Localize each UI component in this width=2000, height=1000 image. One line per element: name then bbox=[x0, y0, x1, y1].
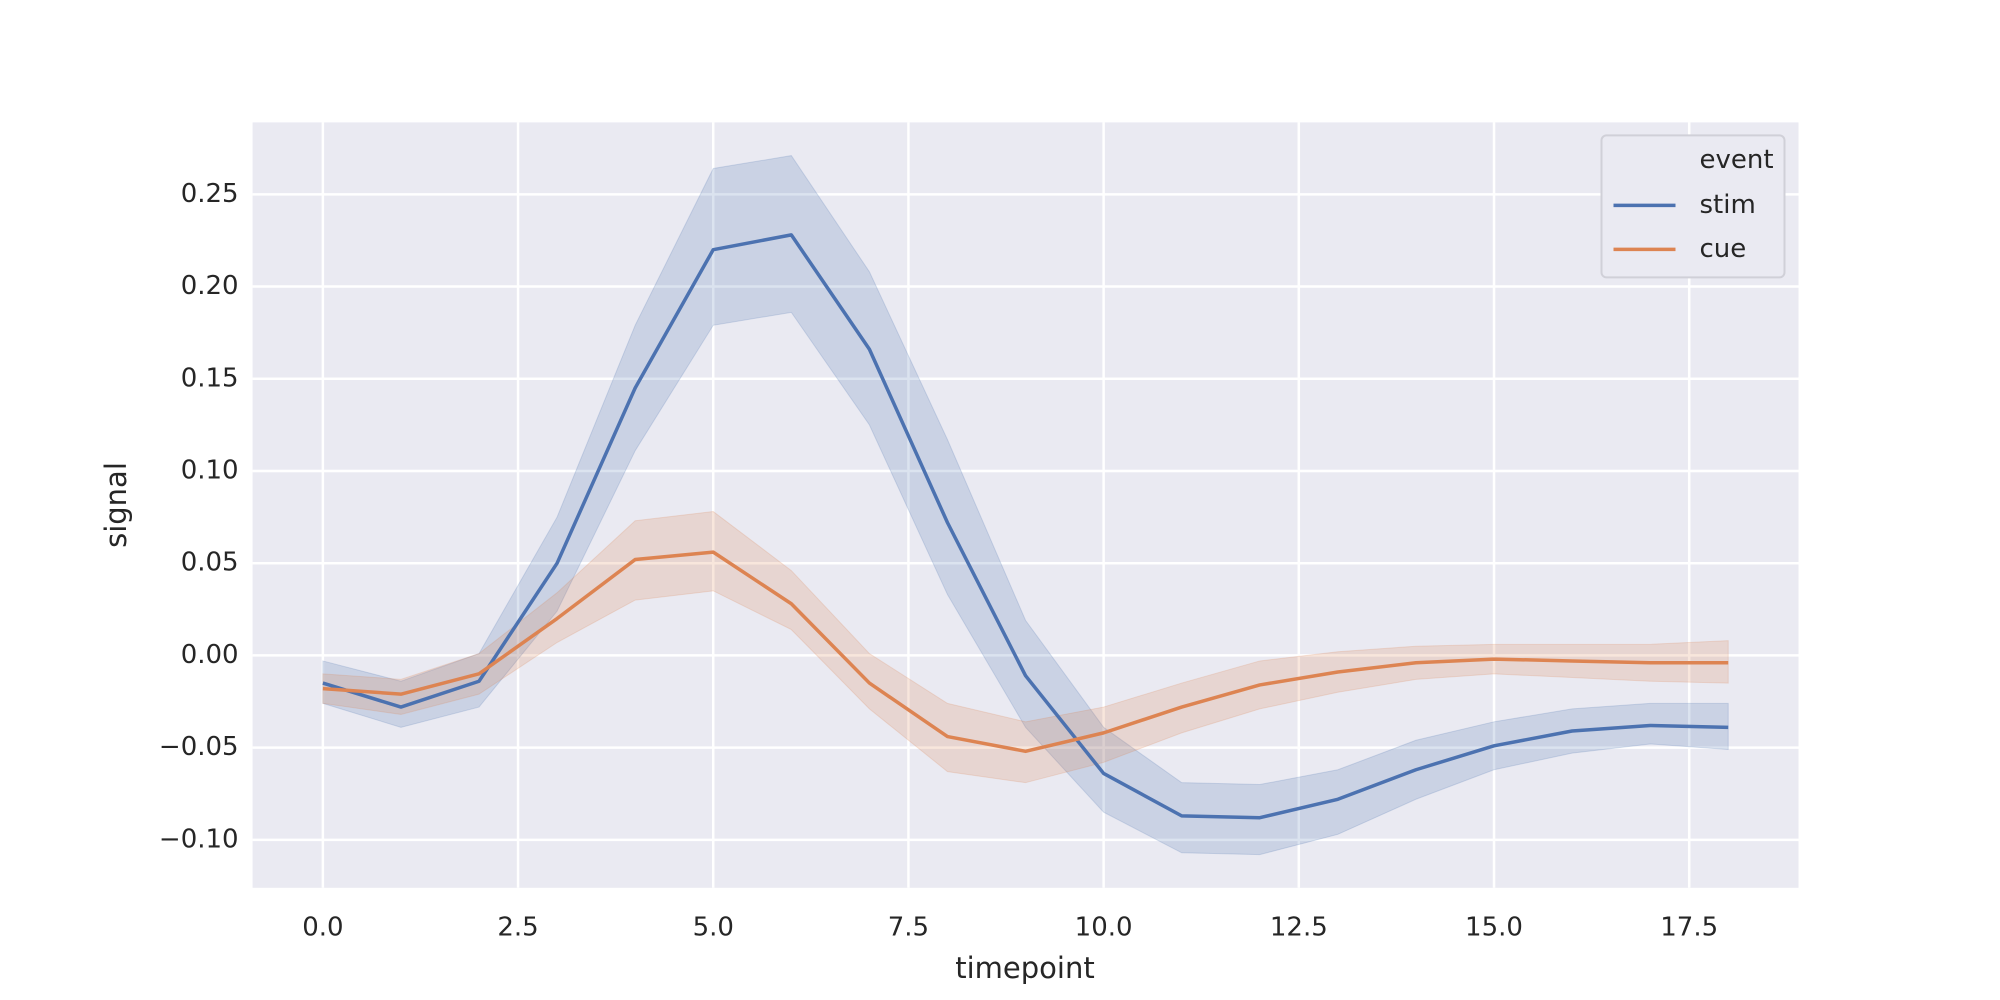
x-tick-label: 7.5 bbox=[888, 912, 929, 942]
y-tick-label: 0.15 bbox=[181, 363, 239, 393]
legend-label: stim bbox=[1700, 190, 1756, 220]
y-tick-label: 0.10 bbox=[181, 455, 239, 485]
y-axis-label: signal bbox=[99, 462, 133, 548]
y-tick-label: −0.10 bbox=[159, 824, 239, 854]
y-tick-label: 0.25 bbox=[181, 179, 239, 209]
y-tick-label: −0.05 bbox=[159, 732, 239, 762]
legend: event stim cue bbox=[1600, 134, 1786, 279]
x-tick-label: 10.0 bbox=[1075, 912, 1133, 942]
legend-label: cue bbox=[1700, 234, 1747, 264]
x-tick-label: 17.5 bbox=[1660, 912, 1718, 942]
x-tick-label: 5.0 bbox=[693, 912, 734, 942]
legend-box bbox=[1600, 134, 1786, 279]
confidence-band bbox=[322, 511, 1729, 784]
y-tick-label: 0.20 bbox=[181, 271, 239, 301]
confidence-band bbox=[322, 155, 1729, 856]
x-tick-label: 12.5 bbox=[1270, 912, 1328, 942]
legend-title: event bbox=[1700, 145, 1774, 175]
plot-background bbox=[252, 122, 1799, 888]
line bbox=[322, 233, 1729, 820]
line bbox=[322, 550, 1729, 754]
x-axis-label: timepoint bbox=[955, 951, 1094, 985]
x-tick-label: 2.5 bbox=[497, 912, 538, 942]
y-tick-label: 0.00 bbox=[181, 640, 239, 670]
x-tick-label: 0.0 bbox=[302, 912, 343, 942]
x-tick-label: 15.0 bbox=[1465, 912, 1523, 942]
y-tick-label: 0.05 bbox=[181, 548, 239, 578]
